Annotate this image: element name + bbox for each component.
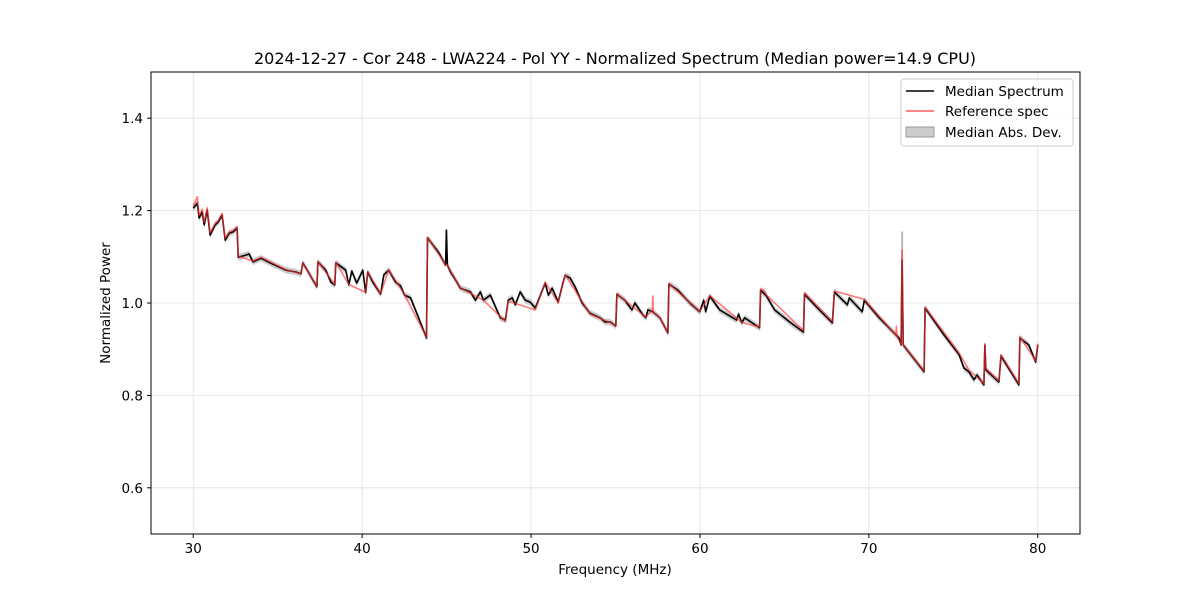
x-tick-label: 60 (691, 541, 708, 557)
y-tick-label: 1.4 (122, 111, 143, 127)
y-tick-label: 0.6 (122, 481, 143, 497)
x-tick-label: 40 (354, 541, 371, 557)
y-axis-label: Normalized Power (98, 242, 114, 364)
y-tick-label: 0.8 (122, 388, 143, 404)
chart-title: 2024-12-27 - Cor 248 - LWA224 - Pol YY -… (254, 49, 976, 68)
mad-band (193, 200, 1038, 388)
y-tick-label: 1.2 (122, 204, 143, 220)
x-tick-label: 30 (185, 541, 202, 557)
plot-frame (150, 71, 1081, 535)
reference-spectrum-line (192, 195, 1039, 385)
x-tick-label: 50 (522, 541, 539, 557)
legend-reference-label: Reference spec (945, 104, 1049, 120)
legend: Median Spectrum Reference spec Median Ab… (900, 78, 1074, 147)
x-tick-label: 80 (1029, 541, 1046, 557)
series-layer (192, 195, 1039, 388)
legend-mad-label: Median Abs. Dev. (945, 125, 1062, 141)
legend-box (900, 78, 1074, 147)
axis-ticks: 30 40 50 60 70 80 0.6 0.8 1.0 1.2 1.4 (122, 111, 1047, 557)
legend-median-label: Median Spectrum (945, 84, 1064, 100)
x-axis-label: Frequency (MHz) (558, 562, 671, 578)
x-tick-label: 70 (860, 541, 877, 557)
legend-mad-swatch (905, 126, 935, 138)
y-tick-label: 1.0 (122, 296, 143, 312)
